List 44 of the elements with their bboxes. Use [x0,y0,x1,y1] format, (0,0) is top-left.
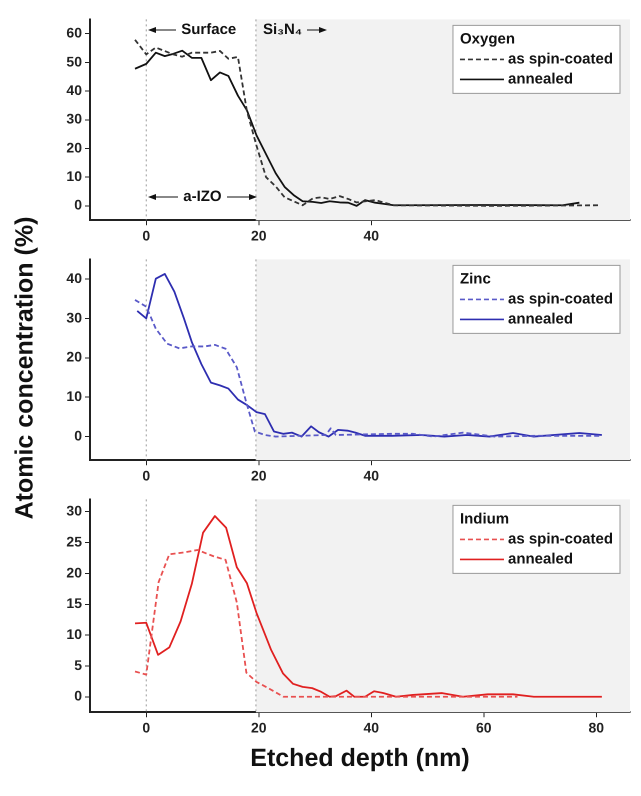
y-tick-label: 30 [66,110,82,127]
y-tick-label: 30 [66,502,82,519]
x-tick-label: 0 [142,467,150,484]
x-tick-label: 0 [142,719,150,736]
x-tick-label: 20 [250,467,267,484]
x-tick-label: 20 [250,227,267,244]
y-tick-label: 30 [66,309,82,326]
y-tick-label: 0 [74,196,82,213]
y-tick-label: 40 [66,82,82,98]
y-tick-label: 0 [74,688,82,704]
legend-label: as spin-coated [508,530,613,548]
legend-title: Zinc [460,270,491,288]
legend-title: Oxygen [460,30,515,48]
y-tick-label: 10 [66,626,82,642]
y-axis-title: Atomic concentration (%) [10,216,40,520]
x-tick-label: 40 [363,719,380,736]
y-tick-label: 40 [66,270,82,286]
legend-title: Indium [460,510,510,528]
y-tick-label: 60 [66,24,82,41]
annotation: Si₃N₄ [262,21,304,40]
y-tick-label: 10 [66,388,82,404]
x-tick-label: 60 [476,719,492,736]
y-tick-label: 25 [66,533,82,550]
x-tick-label: 80 [588,719,604,736]
annotation: a-IZO [182,188,223,206]
y-tick-label: 10 [66,168,82,184]
x-tick-label: 0 [142,227,150,244]
y-tick-label: 20 [66,348,82,365]
legend-label: as spin-coated [508,50,613,68]
x-tick-label: 40 [363,227,380,244]
annotation: Surface [180,21,238,40]
y-tick-label: 50 [66,53,82,70]
x-tick-label: 40 [363,467,380,484]
x-tick-label: 20 [250,719,267,736]
x-axis-title: Etched depth (nm) [250,744,470,772]
y-tick-label: 5 [74,656,82,673]
legend-label: annealed [508,550,573,568]
legend-label: annealed [508,310,573,328]
y-tick-label: 0 [74,427,82,444]
y-tick-label: 20 [66,139,82,156]
legend-label: as spin-coated [508,290,613,308]
y-tick-label: 20 [66,564,82,580]
y-tick-label: 15 [66,595,82,612]
legend-label: annealed [508,70,573,88]
